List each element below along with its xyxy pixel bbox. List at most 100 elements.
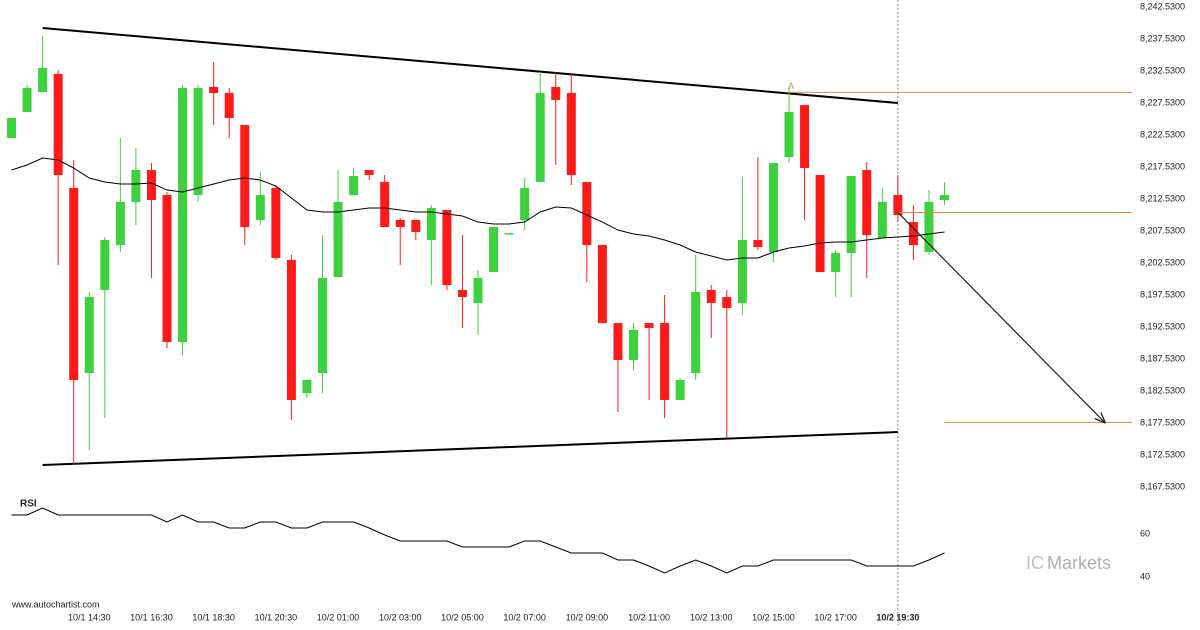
candle-body (22, 88, 32, 113)
annotation: A (788, 81, 794, 91)
trendline (42, 26, 898, 104)
candle-body (442, 210, 452, 286)
candle-body (271, 187, 281, 259)
candle-body (489, 227, 499, 273)
x-tick-label: 10/2 15:00 (752, 612, 795, 622)
candle-body (582, 182, 592, 246)
candle-body (333, 202, 343, 278)
candle-body (209, 87, 219, 94)
candle-body (737, 240, 747, 303)
y-tick-label: 8,172.5300 (1140, 449, 1185, 459)
y-tick-label: 8,217.5300 (1140, 161, 1185, 171)
candle-body (862, 170, 872, 236)
candle-body (7, 117, 16, 139)
candle-body (53, 74, 63, 175)
candle-body (940, 195, 949, 201)
candle-body (800, 105, 810, 169)
y-tick-label: 8,227.5300 (1140, 97, 1185, 107)
candle-body (240, 125, 250, 228)
candle-body (380, 182, 390, 228)
y-tick-label: 8,177.5300 (1140, 417, 1185, 427)
candle-body (613, 323, 623, 361)
moving-average (11, 157, 945, 261)
candle-body (100, 240, 110, 291)
candle-body (457, 290, 467, 298)
trendline (42, 431, 898, 467)
x-tick-label: 10/1 18:30 (192, 612, 235, 622)
rsi-line (11, 507, 945, 574)
rsi-tick-label: 40 (1140, 571, 1150, 581)
candle-body (115, 202, 125, 246)
candle-body (473, 278, 483, 303)
candle-body (364, 170, 374, 175)
candle-body (193, 88, 203, 196)
candle-body (504, 233, 514, 235)
source: www.autochartist.com (11, 599, 100, 609)
candle-body (38, 67, 48, 92)
forecast-arrow (897, 212, 1105, 422)
candle-body (426, 208, 436, 241)
candle-body (69, 187, 79, 380)
candle-body (411, 219, 421, 233)
y-tick-label: 8,222.5300 (1140, 129, 1185, 139)
candle-body (831, 253, 841, 273)
candle-body (644, 323, 654, 329)
candle-body (224, 93, 234, 118)
x-tick-label: 10/1 14:30 (68, 612, 111, 622)
x-tick-label: 10/2 13:00 (690, 612, 733, 622)
candle-body (660, 323, 670, 401)
logo-name: Markets (1047, 553, 1111, 573)
candle-body (286, 259, 296, 401)
candle-body (146, 170, 156, 201)
candle-body (784, 112, 794, 158)
y-tick-label: 8,237.5300 (1140, 33, 1185, 43)
x-tick-label: 10/2 05:00 (441, 612, 484, 622)
x-tick-label: 10/1 20:30 (255, 612, 298, 622)
candle-body (924, 202, 934, 252)
x-tick-label: 10/2 11:00 (628, 612, 670, 622)
y-tick-label: 8,242.5300 (1140, 1, 1185, 11)
candle-body (349, 176, 359, 196)
x-tick-label: 10/2 01:00 (317, 612, 360, 622)
x-tick-label: 10/2 09:00 (566, 612, 609, 622)
candle-body (131, 170, 141, 203)
candle-body (846, 176, 856, 254)
y-tick-label: 8,232.5300 (1140, 65, 1185, 75)
rsi-title: RSI (20, 499, 37, 510)
x-tick-label: 10/2 17:00 (814, 612, 857, 622)
rsi-tick-label: 60 (1140, 528, 1150, 538)
candle-body (675, 379, 685, 401)
candle-body (706, 290, 716, 303)
candle-body (629, 330, 638, 361)
candle-body (302, 379, 312, 394)
y-tick-label: 8,207.5300 (1140, 225, 1185, 235)
y-tick-label: 8,197.5300 (1140, 289, 1185, 299)
candle-body (877, 202, 887, 239)
candle-body (551, 87, 561, 100)
y-tick-label: 8,167.5300 (1140, 481, 1185, 491)
y-tick-label: 8,202.5300 (1140, 257, 1185, 267)
candle-body (908, 222, 918, 246)
logo-prefix: IC (1026, 553, 1044, 573)
x-tick-label: 10/2 07:00 (503, 612, 546, 622)
candle-body (722, 297, 732, 308)
candle-body (893, 195, 903, 215)
candle-body (753, 240, 763, 247)
candle-body (162, 195, 172, 343)
candle-body (318, 278, 327, 374)
candle-body (255, 195, 265, 220)
candle-body (597, 245, 607, 324)
y-tick-label: 8,212.5300 (1140, 193, 1185, 203)
y-tick-label: 8,182.5300 (1140, 385, 1185, 395)
candle-body (815, 175, 825, 273)
candle-body (84, 297, 94, 374)
candle-body (395, 219, 405, 228)
candle-body (691, 291, 701, 374)
candle-body (535, 93, 545, 183)
candle-body (768, 163, 778, 252)
x-tick-label: 10/2 03:00 (379, 612, 422, 622)
x-tick-label: 10/1 16:30 (130, 612, 173, 622)
candle-body (566, 93, 576, 175)
